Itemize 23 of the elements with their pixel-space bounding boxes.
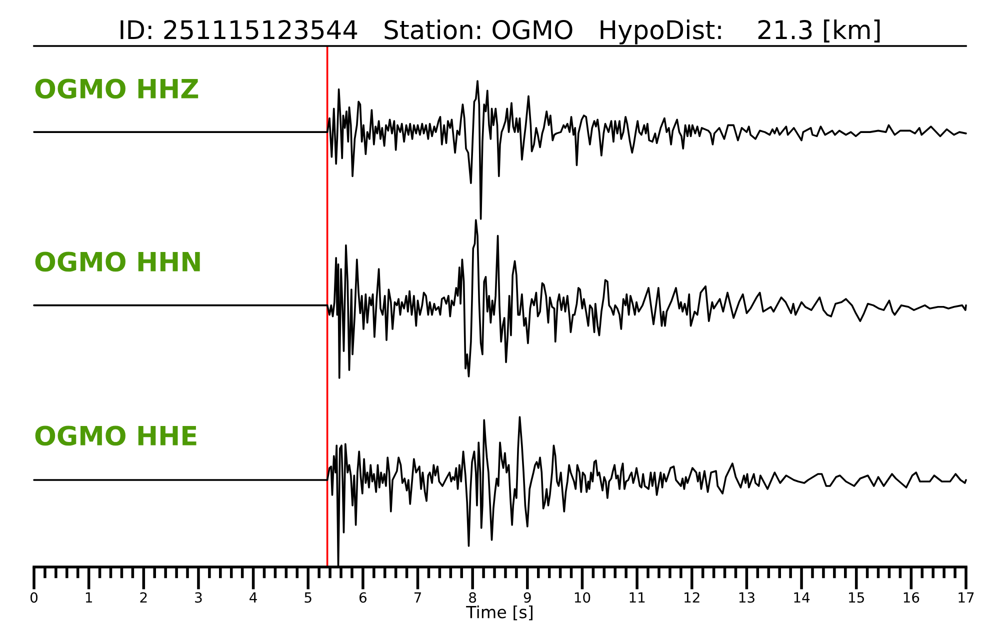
x-tick-label: 14 <box>794 592 810 603</box>
x-tick-label: 0 <box>30 592 38 603</box>
chart-title: ID: 251115123544 Station: OGMO HypoDist: 21.3 [km] <box>120 20 880 44</box>
x-tick-label: 8 <box>469 592 476 603</box>
x-tick-label: 6 <box>359 592 366 603</box>
x-axis-title: Time [s] <box>466 605 532 620</box>
x-tick-label: 10 <box>574 592 590 603</box>
x-tick-label: 16 <box>904 592 920 603</box>
x-tick-label: 15 <box>849 592 864 603</box>
x-tick-label: 3 <box>195 592 202 603</box>
series-label: OGMO HHZ <box>35 78 198 99</box>
x-tick-label: 2 <box>140 592 147 603</box>
x-tick-label: 7 <box>414 592 421 603</box>
series-label: OGMO HHE <box>35 426 196 446</box>
x-tick-label: 9 <box>524 592 531 603</box>
x-tick-label: 1 <box>86 592 92 603</box>
x-tick-label: 17 <box>958 592 974 603</box>
x-tick-label: 5 <box>304 592 312 603</box>
x-tick-label: 12 <box>684 592 700 603</box>
series-label: OGMO HHN <box>35 252 200 272</box>
x-tick-label: 11 <box>630 592 645 603</box>
x-tick-label: 13 <box>739 592 754 603</box>
x-tick-label: 4 <box>250 592 257 603</box>
